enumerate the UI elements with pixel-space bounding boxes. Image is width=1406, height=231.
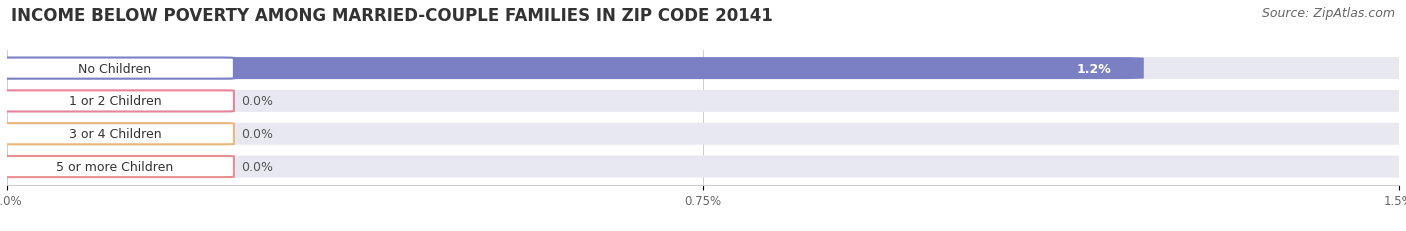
Text: 0.0%: 0.0% bbox=[242, 128, 273, 141]
Text: INCOME BELOW POVERTY AMONG MARRIED-COUPLE FAMILIES IN ZIP CODE 20141: INCOME BELOW POVERTY AMONG MARRIED-COUPL… bbox=[11, 7, 773, 25]
FancyBboxPatch shape bbox=[0, 91, 233, 112]
Text: 1.2%: 1.2% bbox=[1077, 62, 1111, 75]
FancyBboxPatch shape bbox=[0, 58, 1406, 80]
FancyBboxPatch shape bbox=[0, 58, 233, 79]
Text: 0.0%: 0.0% bbox=[242, 95, 273, 108]
Text: No Children: No Children bbox=[79, 62, 152, 75]
Text: Source: ZipAtlas.com: Source: ZipAtlas.com bbox=[1261, 7, 1395, 20]
FancyBboxPatch shape bbox=[0, 58, 1144, 80]
FancyBboxPatch shape bbox=[0, 124, 233, 145]
FancyBboxPatch shape bbox=[0, 123, 1406, 145]
FancyBboxPatch shape bbox=[0, 156, 1406, 178]
Text: 1 or 2 Children: 1 or 2 Children bbox=[69, 95, 162, 108]
Text: 3 or 4 Children: 3 or 4 Children bbox=[69, 128, 162, 141]
Text: 0.0%: 0.0% bbox=[242, 160, 273, 173]
FancyBboxPatch shape bbox=[0, 91, 1406, 112]
FancyBboxPatch shape bbox=[0, 156, 233, 177]
Text: 5 or more Children: 5 or more Children bbox=[56, 160, 173, 173]
